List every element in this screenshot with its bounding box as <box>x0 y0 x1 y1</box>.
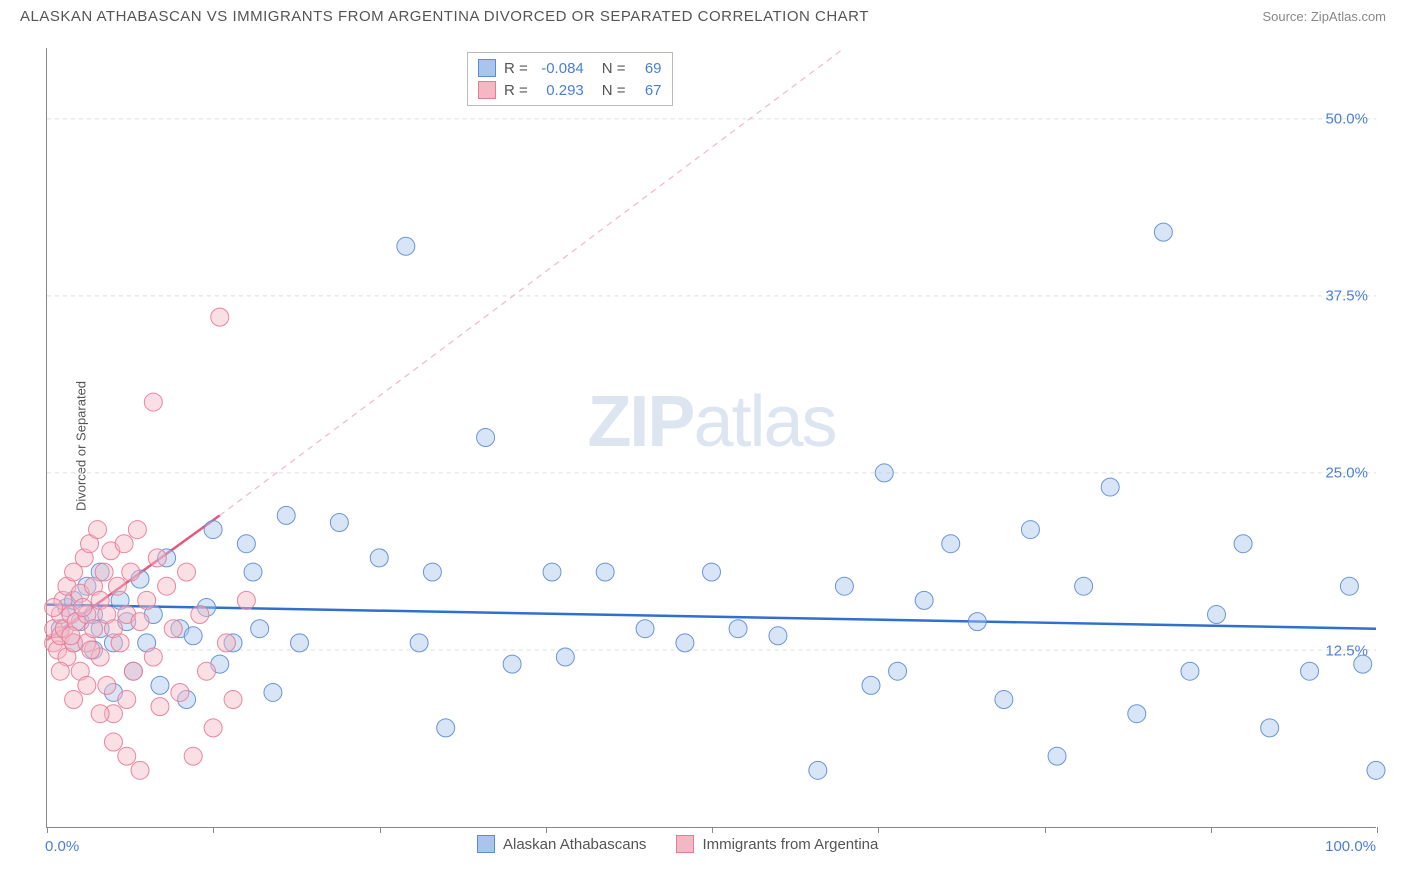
y-tick-label: 50.0% <box>1325 110 1368 127</box>
x-tick <box>878 827 879 833</box>
x-axis-max-label: 100.0% <box>1325 838 1376 855</box>
y-tick-label: 12.5% <box>1325 642 1368 659</box>
x-tick <box>1045 827 1046 833</box>
stats-row-blue: R = -0.084 N = 69 <box>478 57 662 79</box>
x-tick <box>213 827 214 833</box>
chart-plot-area: ZIPatlas 12.5%25.0%37.5%50.0% 0.0% 100.0… <box>46 48 1376 828</box>
swatch-blue <box>478 59 496 77</box>
legend-item-blue: Alaskan Athabascans <box>477 833 646 855</box>
x-tick <box>1211 827 1212 833</box>
series-legend: Alaskan Athabascans Immigrants from Arge… <box>477 833 878 855</box>
legend-item-pink: Immigrants from Argentina <box>676 833 878 855</box>
stats-legend: R = -0.084 N = 69 R = 0.293 N = 67 <box>467 52 673 106</box>
x-axis-min-label: 0.0% <box>45 838 79 855</box>
swatch-pink <box>478 81 496 99</box>
source-label: Source: ZipAtlas.com <box>1262 9 1386 24</box>
swatch-blue-icon <box>477 835 495 853</box>
x-tick <box>380 827 381 833</box>
swatch-pink-icon <box>676 835 694 853</box>
stats-row-pink: R = 0.293 N = 67 <box>478 79 662 101</box>
y-tick-label: 37.5% <box>1325 288 1368 305</box>
scatter-svg <box>47 48 1376 827</box>
x-tick <box>1377 827 1378 833</box>
chart-title: ALASKAN ATHABASCAN VS IMMIGRANTS FROM AR… <box>20 8 869 25</box>
x-tick <box>47 827 48 833</box>
y-tick-label: 25.0% <box>1325 465 1368 482</box>
